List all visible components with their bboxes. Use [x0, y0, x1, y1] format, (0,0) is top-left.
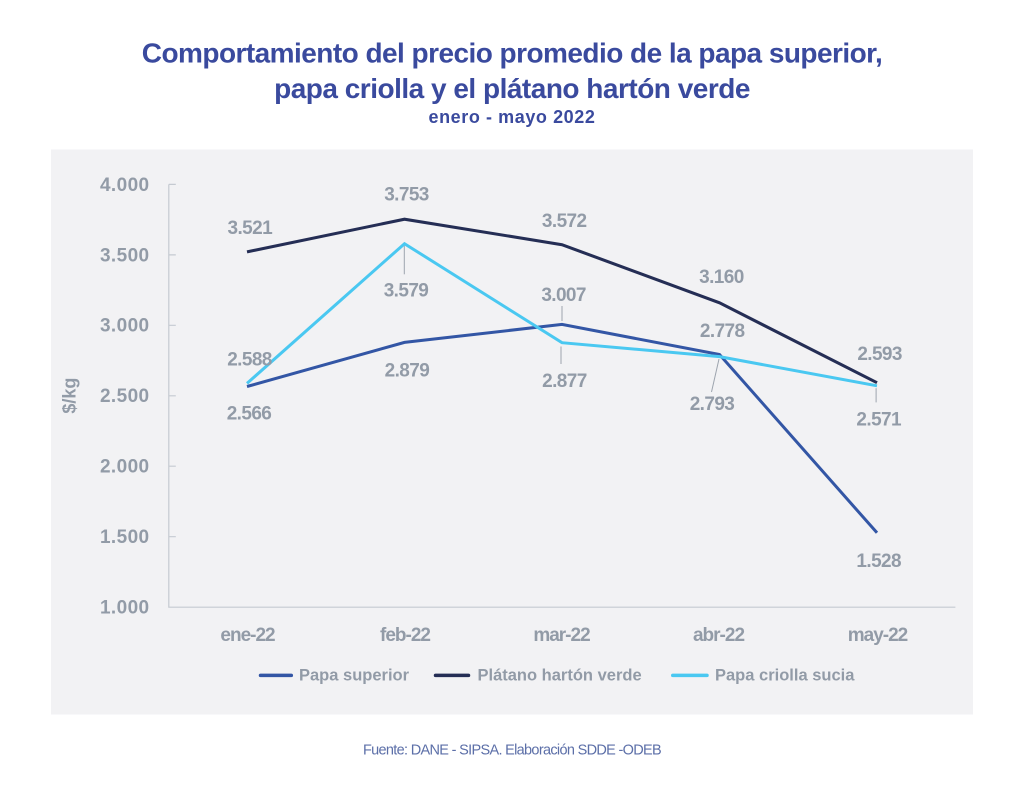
svg-text:Papa criolla sucia: Papa criolla sucia [715, 667, 855, 685]
svg-text:2.588: 2.588 [227, 350, 272, 371]
svg-text:2.793: 2.793 [690, 394, 735, 415]
svg-text:$/kg: $/kg [60, 378, 80, 414]
svg-text:mar-22: mar-22 [533, 625, 590, 646]
svg-text:3.000: 3.000 [100, 316, 150, 337]
svg-text:2.778: 2.778 [700, 321, 745, 342]
svg-text:2.879: 2.879 [385, 361, 430, 382]
svg-text:enero - mayo 2022: enero - mayo 2022 [429, 107, 596, 127]
svg-text:3.521: 3.521 [228, 218, 274, 239]
svg-text:papa criolla y el plátano hart: papa criolla y el plátano hartón verde [274, 73, 750, 104]
svg-text:3.579: 3.579 [384, 280, 429, 301]
svg-text:abr-22: abr-22 [693, 625, 744, 646]
svg-text:feb-22: feb-22 [380, 625, 430, 646]
svg-text:ene-22: ene-22 [220, 625, 275, 646]
svg-text:3.753: 3.753 [384, 184, 429, 205]
svg-text:4.000: 4.000 [100, 175, 150, 196]
svg-text:1.000: 1.000 [100, 598, 150, 619]
svg-text:2.500: 2.500 [100, 386, 150, 407]
svg-text:2.593: 2.593 [857, 344, 902, 365]
svg-text:3.500: 3.500 [100, 245, 150, 266]
svg-text:2.566: 2.566 [227, 404, 272, 425]
svg-text:Comportamiento del precio prom: Comportamiento del precio promedio de la… [142, 37, 882, 68]
svg-text:Plátano hartón verde: Plátano hartón verde [478, 667, 642, 685]
svg-text:2.571: 2.571 [856, 409, 902, 430]
svg-text:3.160: 3.160 [699, 267, 744, 288]
svg-text:1.528: 1.528 [856, 551, 901, 572]
svg-text:1.500: 1.500 [100, 527, 150, 548]
svg-text:Fuente: DANE - SIPSA. Elaborac: Fuente: DANE - SIPSA. Elaboración SDDE -… [363, 742, 661, 758]
svg-text:2.877: 2.877 [542, 371, 587, 392]
svg-text:3.572: 3.572 [542, 211, 587, 232]
svg-text:3.007: 3.007 [541, 285, 586, 306]
svg-text:may-22: may-22 [848, 625, 908, 646]
svg-text:Papa superior: Papa superior [299, 667, 410, 685]
svg-text:2.000: 2.000 [100, 457, 150, 478]
